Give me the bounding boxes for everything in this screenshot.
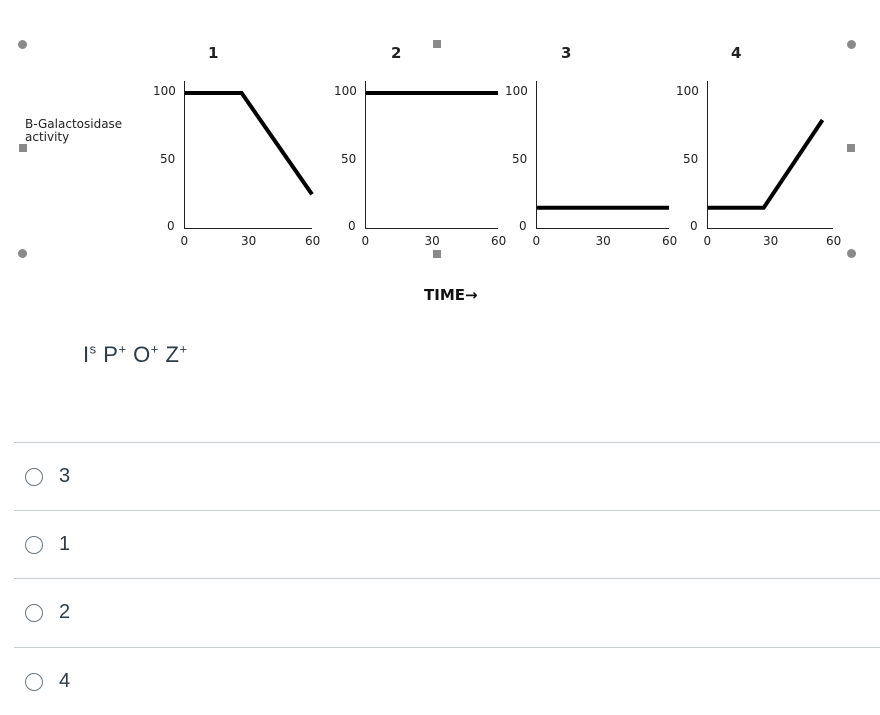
resize-handle-right-middle[interactable] xyxy=(847,144,855,152)
x-tick-label: 60 xyxy=(662,234,678,248)
x-tick-label: 30 xyxy=(241,234,257,248)
resize-handle-top-right[interactable] xyxy=(847,40,856,49)
y-tick-label: 0 xyxy=(348,219,356,233)
resize-handle-left-middle[interactable] xyxy=(19,144,27,152)
activity-curve xyxy=(707,118,825,210)
answer-option[interactable]: 3 xyxy=(14,442,880,510)
answer-option[interactable]: 1 xyxy=(14,510,880,578)
answer-option[interactable]: 2 xyxy=(14,578,880,646)
y-tick-label: 50 xyxy=(683,151,699,166)
x-tick-label: 0 xyxy=(180,234,189,248)
genotype-text: Is P+ O+ Z+ xyxy=(83,342,188,368)
radio-button[interactable] xyxy=(25,535,43,554)
panel-number: 3 xyxy=(561,44,572,62)
y-axis-line xyxy=(365,81,366,229)
y-tick-label: 50 xyxy=(512,151,528,166)
x-tick-label: 0 xyxy=(361,234,370,248)
panel-number: 1 xyxy=(208,44,219,62)
y-tick-label: 0 xyxy=(167,219,175,233)
genotype-allele: Is xyxy=(83,342,97,367)
x-tick-label: 60 xyxy=(826,234,842,248)
genotype-allele: Z+ xyxy=(166,342,188,367)
activity-curve xyxy=(184,91,314,196)
y-tick-label: 100 xyxy=(505,84,528,98)
resize-handle-top-middle[interactable] xyxy=(433,40,441,48)
radio-button[interactable] xyxy=(25,603,43,622)
answer-label: 1 xyxy=(59,533,71,555)
y-tick-label: 50 xyxy=(160,151,176,166)
y-tick-label: 50 xyxy=(341,151,357,166)
answer-label: 4 xyxy=(59,670,71,692)
allele-letter: O xyxy=(133,342,151,368)
curve-layer xyxy=(184,91,825,210)
y-axis-line xyxy=(707,81,708,229)
resize-handle-top-left[interactable] xyxy=(18,40,27,49)
radio-button[interactable] xyxy=(25,467,43,486)
x-tick-label: 0 xyxy=(703,234,712,248)
allele-letter: P xyxy=(103,342,119,368)
allele-superscript: + xyxy=(179,342,188,357)
x-axis-label: TIME→ xyxy=(424,286,478,304)
resize-handle-bottom-right[interactable] xyxy=(847,249,856,258)
x-axis-line xyxy=(184,228,312,229)
allele-superscript: s xyxy=(89,342,97,357)
panel-number: 2 xyxy=(391,44,402,62)
x-tick-label: 30 xyxy=(595,234,611,248)
resize-handle-bottom-left[interactable] xyxy=(18,249,27,258)
panel-number: 4 xyxy=(731,44,742,62)
resize-handle-bottom-middle[interactable] xyxy=(433,250,441,258)
y-axis-line xyxy=(184,81,185,229)
x-axis-line xyxy=(707,228,833,229)
y-axis-line xyxy=(536,81,537,229)
allele-letter: Z xyxy=(165,342,180,368)
y-tick-label: 0 xyxy=(519,219,527,233)
answer-label: 2 xyxy=(59,601,71,623)
y-tick-label: 100 xyxy=(676,84,699,98)
y-axis-label: B-Galactosidase activity xyxy=(25,117,123,144)
x-axis-line xyxy=(536,228,669,229)
y-tick-label: 100 xyxy=(153,84,176,98)
radio-button[interactable] xyxy=(25,672,43,691)
allele-superscript: + xyxy=(118,342,127,357)
x-tick-label: 60 xyxy=(491,234,507,248)
answer-option[interactable]: 4 xyxy=(14,647,880,715)
genotype-allele: O+ xyxy=(133,342,159,367)
y-tick-label: 100 xyxy=(334,84,357,98)
answer-label: 3 xyxy=(59,465,71,487)
y-tick-label: 0 xyxy=(690,219,698,233)
graph-image: B-Galactosidase activity 1 100 50 0 0 30 60 2 10… xyxy=(0,0,880,320)
x-tick-label: 60 xyxy=(305,234,321,248)
x-axis-line xyxy=(365,228,498,229)
allele-letter: I xyxy=(83,342,90,368)
allele-superscript: + xyxy=(150,342,159,357)
x-tick-label: 0 xyxy=(532,234,541,248)
x-tick-label: 30 xyxy=(424,234,440,248)
genotype-allele: P+ xyxy=(103,342,126,367)
x-tick-label: 30 xyxy=(763,234,779,248)
